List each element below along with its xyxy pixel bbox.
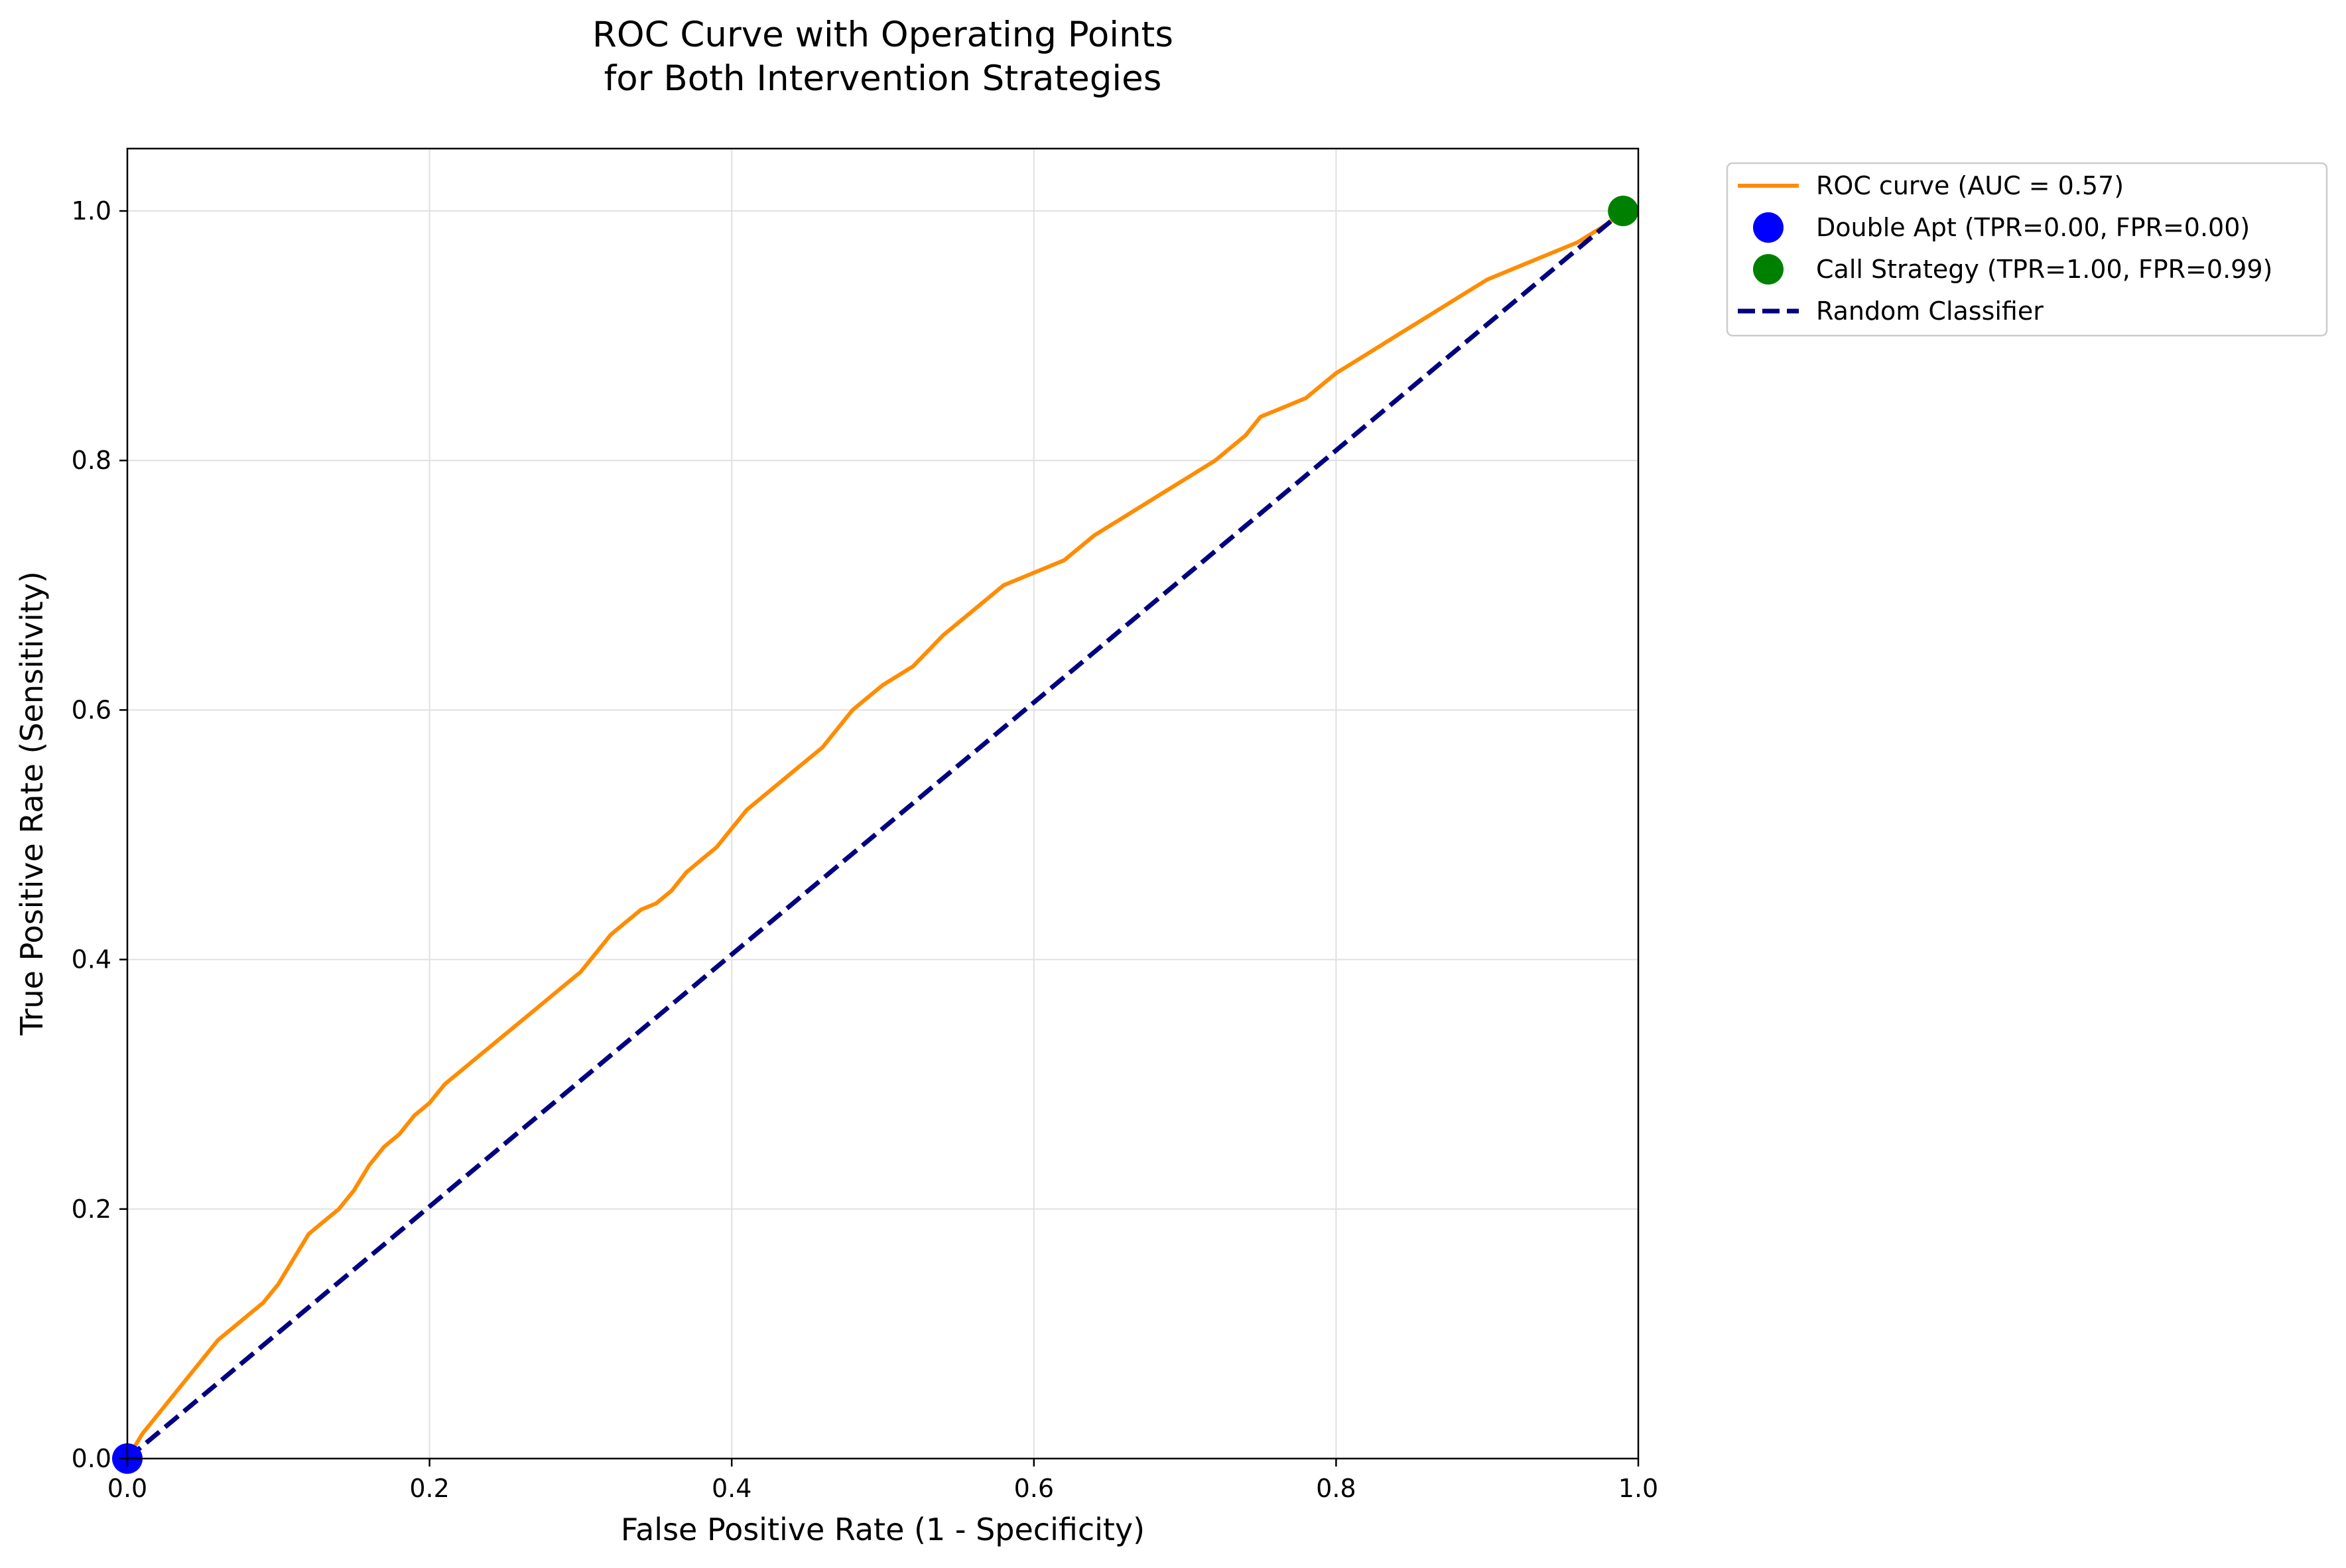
x-tick-label: 1.0: [1618, 1474, 1658, 1503]
y-tick-label: 1.0: [72, 196, 111, 226]
legend-entry-label: Double Apt (TPR=0.00, FPR=0.00): [1816, 213, 2250, 242]
x-tick-label: 0.6: [1014, 1474, 1054, 1503]
legend-frame: [1726, 162, 2328, 337]
legend-swatch-point: [1753, 212, 1784, 243]
x-tick-label: 0.2: [409, 1474, 449, 1503]
legend-entry-label: Call Strategy (TPR=1.00, FPR=0.99): [1816, 255, 2272, 284]
operating-point-2: [1608, 196, 1639, 227]
y-tick-label: 0.4: [72, 945, 111, 974]
y-tick-label: 0.0: [72, 1444, 111, 1473]
legend-swatch-point: [1753, 254, 1784, 285]
roc-curve-line: [125, 209, 1625, 1460]
legend-items: ROC curve (AUC = 0.57) Double Apt (TPR=0.…: [1738, 171, 2272, 326]
grid: [127, 149, 1639, 1459]
random-classifier-line: [125, 209, 1625, 1461]
y-tick-label: 0.2: [72, 1195, 111, 1224]
x-axis-label: False Positive Rate (1 - Specificity): [621, 1512, 1145, 1547]
y-tick-label: 0.8: [72, 446, 111, 475]
ticks: 0.0 0.2 0.4 0.6 0.8 1.0 0.0 0.2 0.4 0.6 0.8 1.0: [72, 196, 1659, 1503]
x-tick-label: 0.4: [712, 1474, 751, 1503]
y-axis-label: True Positive Rate (Sensitivity): [14, 571, 50, 1036]
chart-title-line-2: for Both Intervention Strategies: [604, 58, 1162, 99]
x-tick-label: 0.8: [1316, 1474, 1356, 1503]
plot-frame: [126, 147, 1640, 1460]
y-tick-label: 0.6: [72, 695, 111, 724]
legend-entry-label: Random Classifier: [1816, 296, 2044, 326]
x-tick-label: 0.0: [107, 1474, 147, 1503]
chart-title-line-1: ROC Curve with Operating Points: [592, 15, 1173, 55]
legend-entry-label: ROC curve (AUC = 0.57): [1816, 171, 2124, 200]
series-layer: [112, 196, 1639, 1474]
legend: ROC curve (AUC = 0.57) Double Apt (TPR=0.…: [1726, 162, 2328, 337]
plot-area: [127, 149, 1638, 1459]
